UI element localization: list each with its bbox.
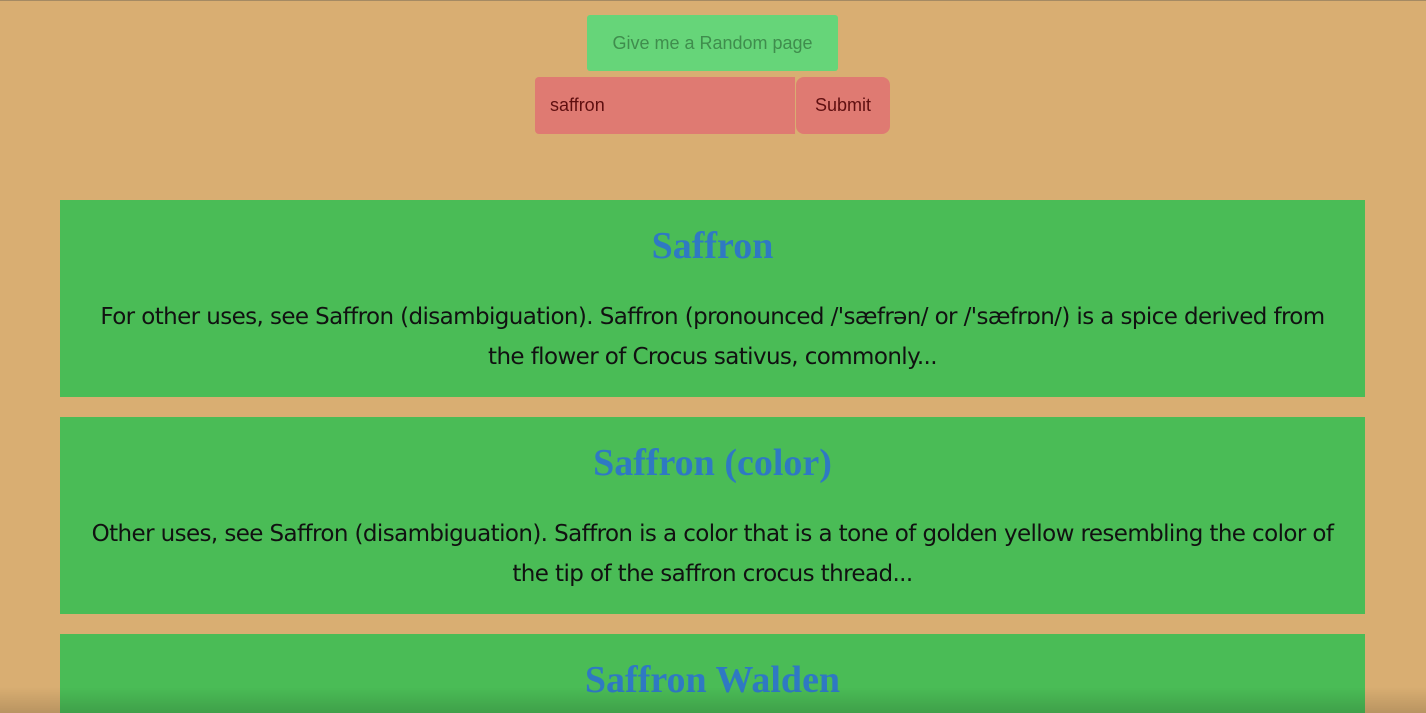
result-card: Saffron Walden (60, 634, 1365, 713)
search-form: Submit (535, 77, 890, 134)
submit-button[interactable]: Submit (796, 77, 890, 134)
result-title-link[interactable]: Saffron Walden (584, 659, 841, 701)
result-snippet: Other uses, see Saffron (disambiguation)… (91, 521, 1334, 587)
result-snippet: For other uses, see Saffron (disambiguat… (100, 304, 1325, 370)
random-page-button[interactable]: Give me a Random page (587, 15, 838, 71)
result-card: Saffron For other uses, see Saffron (dis… (60, 200, 1365, 397)
result-card: Saffron (color) Other uses, see Saffron … (60, 417, 1365, 614)
result-title-link[interactable]: Saffron (color) (593, 442, 832, 484)
result-title-link[interactable]: Saffron (651, 225, 774, 267)
top-border (0, 0, 1426, 1)
search-input[interactable] (535, 77, 795, 134)
